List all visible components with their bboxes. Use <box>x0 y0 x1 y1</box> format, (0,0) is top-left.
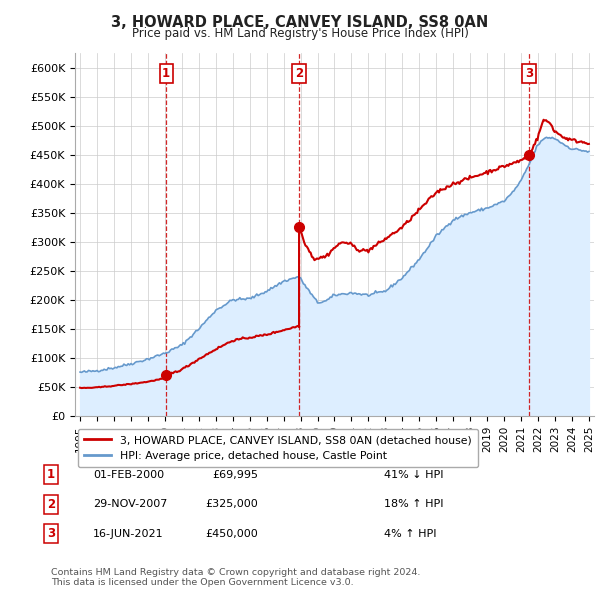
Text: 3, HOWARD PLACE, CANVEY ISLAND, SS8 0AN: 3, HOWARD PLACE, CANVEY ISLAND, SS8 0AN <box>112 15 488 30</box>
Text: £450,000: £450,000 <box>205 529 258 539</box>
Legend: 3, HOWARD PLACE, CANVEY ISLAND, SS8 0AN (detached house), HPI: Average price, de: 3, HOWARD PLACE, CANVEY ISLAND, SS8 0AN … <box>78 428 478 467</box>
Text: 1: 1 <box>162 67 170 80</box>
Text: £325,000: £325,000 <box>205 500 258 509</box>
Text: 4% ↑ HPI: 4% ↑ HPI <box>384 529 437 539</box>
Text: 41% ↓ HPI: 41% ↓ HPI <box>384 470 443 480</box>
Text: Price paid vs. HM Land Registry's House Price Index (HPI): Price paid vs. HM Land Registry's House … <box>131 27 469 40</box>
Text: 01-FEB-2000: 01-FEB-2000 <box>93 470 164 480</box>
Text: 16-JUN-2021: 16-JUN-2021 <box>93 529 164 539</box>
Text: 18% ↑ HPI: 18% ↑ HPI <box>384 500 443 509</box>
Text: 2: 2 <box>47 498 55 511</box>
Text: Contains HM Land Registry data © Crown copyright and database right 2024.
This d: Contains HM Land Registry data © Crown c… <box>51 568 421 587</box>
Text: £69,995: £69,995 <box>212 470 258 480</box>
Text: 29-NOV-2007: 29-NOV-2007 <box>93 500 167 509</box>
Text: 2: 2 <box>295 67 303 80</box>
Text: 3: 3 <box>525 67 533 80</box>
Text: 3: 3 <box>47 527 55 540</box>
Text: 1: 1 <box>47 468 55 481</box>
